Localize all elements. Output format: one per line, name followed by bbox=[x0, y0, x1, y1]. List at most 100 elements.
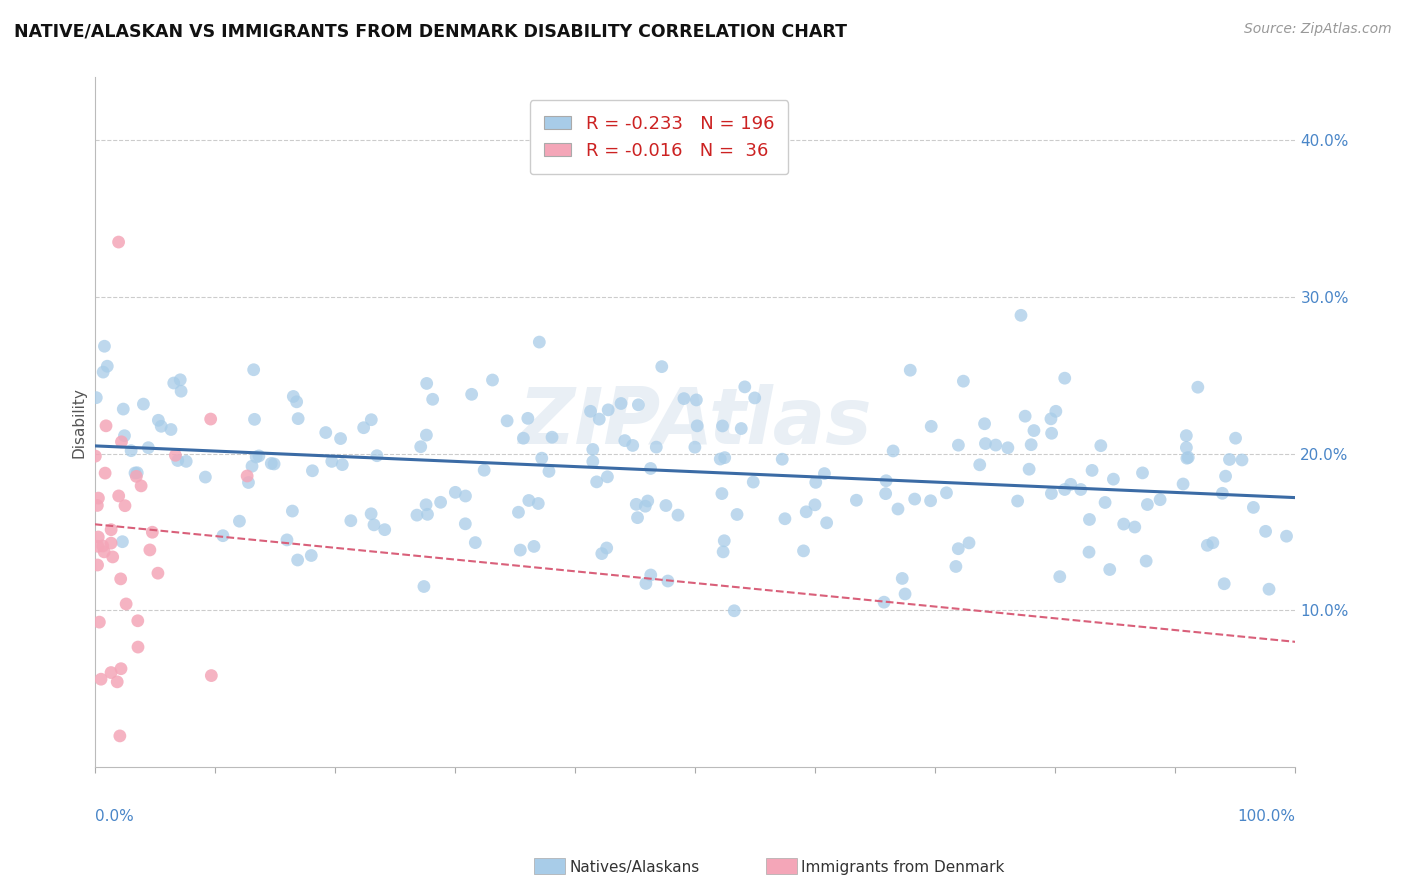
Point bbox=[472, 463, 495, 477]
Point bbox=[672, 392, 695, 406]
Point bbox=[281, 504, 304, 518]
Point bbox=[93, 339, 115, 353]
Point bbox=[804, 475, 827, 490]
Point bbox=[744, 391, 766, 405]
Point bbox=[686, 418, 709, 433]
Point bbox=[582, 442, 605, 457]
Point bbox=[1177, 450, 1199, 465]
Point bbox=[170, 384, 193, 399]
Point bbox=[626, 497, 648, 511]
Point bbox=[1010, 309, 1032, 323]
Point bbox=[904, 491, 927, 506]
Point bbox=[1040, 486, 1063, 500]
Point bbox=[160, 423, 183, 437]
Point bbox=[127, 640, 149, 654]
Point bbox=[770, 452, 793, 467]
Point bbox=[1258, 582, 1281, 597]
Point bbox=[723, 604, 745, 618]
Point bbox=[1022, 424, 1045, 438]
Point bbox=[585, 475, 607, 489]
Point bbox=[481, 373, 503, 387]
Point bbox=[1049, 569, 1071, 583]
Point bbox=[1215, 469, 1237, 483]
Point bbox=[1078, 512, 1101, 526]
Point bbox=[263, 457, 285, 471]
Point bbox=[283, 389, 305, 403]
Point bbox=[409, 440, 432, 454]
Point bbox=[243, 412, 266, 426]
Point bbox=[1098, 562, 1121, 576]
Point bbox=[509, 543, 531, 558]
Point bbox=[114, 499, 136, 513]
Point bbox=[875, 474, 897, 488]
Point bbox=[523, 540, 546, 554]
Point bbox=[887, 502, 910, 516]
Point bbox=[374, 523, 396, 537]
Point bbox=[588, 412, 610, 426]
Point bbox=[1175, 428, 1198, 442]
Point bbox=[920, 493, 942, 508]
Point bbox=[112, 402, 135, 417]
Point bbox=[245, 450, 267, 464]
Point bbox=[1090, 439, 1112, 453]
Point bbox=[1241, 500, 1264, 515]
Point bbox=[973, 417, 995, 431]
Point bbox=[582, 454, 605, 468]
Point bbox=[657, 574, 679, 588]
Text: ZIPAtlas: ZIPAtlas bbox=[519, 384, 872, 460]
Point bbox=[1019, 438, 1042, 452]
Point bbox=[360, 507, 382, 521]
Point bbox=[1213, 576, 1236, 591]
Point bbox=[150, 419, 173, 434]
Point bbox=[974, 436, 997, 450]
Point bbox=[529, 334, 551, 349]
Point bbox=[1187, 380, 1209, 394]
Point bbox=[301, 464, 323, 478]
Point bbox=[139, 543, 162, 558]
Point bbox=[212, 529, 235, 543]
Point bbox=[845, 493, 868, 508]
Point bbox=[1132, 466, 1154, 480]
Point bbox=[240, 459, 263, 474]
Point bbox=[285, 394, 308, 409]
Point bbox=[87, 539, 110, 553]
Point bbox=[873, 595, 896, 609]
Point bbox=[948, 438, 970, 452]
Point bbox=[1040, 426, 1063, 441]
Point bbox=[742, 475, 765, 489]
Point bbox=[329, 432, 352, 446]
Point bbox=[94, 418, 117, 433]
Point bbox=[935, 486, 957, 500]
Point bbox=[415, 428, 437, 442]
Point bbox=[100, 665, 122, 680]
Point bbox=[711, 545, 734, 559]
Point bbox=[124, 466, 146, 480]
Point bbox=[125, 469, 148, 483]
Point bbox=[444, 485, 467, 500]
Point bbox=[1275, 529, 1298, 543]
Point bbox=[516, 411, 538, 425]
Point bbox=[882, 444, 904, 458]
Text: 100.0%: 100.0% bbox=[1237, 809, 1295, 823]
Point bbox=[127, 614, 149, 628]
Point bbox=[1136, 498, 1159, 512]
Point bbox=[640, 461, 662, 475]
Point bbox=[596, 541, 619, 555]
Point bbox=[330, 458, 353, 472]
Point bbox=[321, 454, 343, 468]
Point bbox=[105, 674, 128, 689]
Point bbox=[84, 391, 107, 405]
Point bbox=[1018, 462, 1040, 476]
Point bbox=[200, 412, 222, 426]
Y-axis label: Disability: Disability bbox=[72, 387, 86, 458]
Point bbox=[238, 475, 260, 490]
Point bbox=[100, 523, 122, 537]
Point bbox=[287, 411, 309, 425]
Point bbox=[107, 235, 129, 249]
Point bbox=[1149, 492, 1171, 507]
Point bbox=[360, 413, 382, 427]
Point bbox=[725, 508, 748, 522]
Point bbox=[163, 376, 186, 390]
Point bbox=[1175, 441, 1198, 455]
Point bbox=[96, 359, 118, 374]
